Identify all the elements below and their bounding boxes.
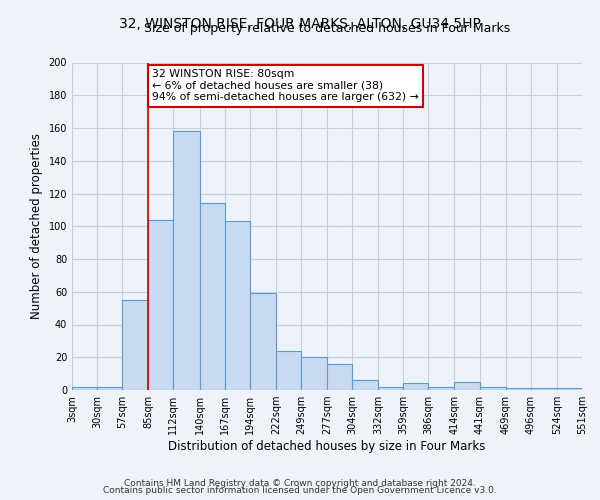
- Bar: [148, 220, 173, 390]
- Bar: [97, 386, 122, 390]
- Bar: [199, 204, 224, 390]
- Text: Contains HM Land Registry data © Crown copyright and database right 2024.: Contains HM Land Registry data © Crown c…: [124, 478, 476, 488]
- Bar: [224, 222, 250, 390]
- Text: Contains public sector information licensed under the Open Government Licence v3: Contains public sector information licen…: [103, 486, 497, 495]
- Bar: [250, 294, 276, 390]
- Bar: [403, 384, 428, 390]
- X-axis label: Distribution of detached houses by size in Four Marks: Distribution of detached houses by size …: [169, 440, 485, 453]
- Bar: [506, 388, 531, 390]
- Text: 32 WINSTON RISE: 80sqm
← 6% of detached houses are smaller (38)
94% of semi-deta: 32 WINSTON RISE: 80sqm ← 6% of detached …: [152, 69, 419, 102]
- Bar: [327, 364, 352, 390]
- Title: Size of property relative to detached houses in Four Marks: Size of property relative to detached ho…: [144, 22, 510, 35]
- Bar: [352, 380, 378, 390]
- Bar: [479, 386, 506, 390]
- Bar: [378, 386, 403, 390]
- Text: 32, WINSTON RISE, FOUR MARKS, ALTON, GU34 5HP: 32, WINSTON RISE, FOUR MARKS, ALTON, GU3…: [119, 18, 481, 32]
- Bar: [455, 382, 479, 390]
- Bar: [557, 388, 582, 390]
- Bar: [531, 388, 557, 390]
- Bar: [428, 386, 455, 390]
- Bar: [173, 132, 199, 390]
- Bar: [301, 357, 327, 390]
- Y-axis label: Number of detached properties: Number of detached properties: [30, 133, 43, 320]
- Bar: [72, 386, 97, 390]
- Bar: [122, 300, 148, 390]
- Bar: [276, 350, 301, 390]
